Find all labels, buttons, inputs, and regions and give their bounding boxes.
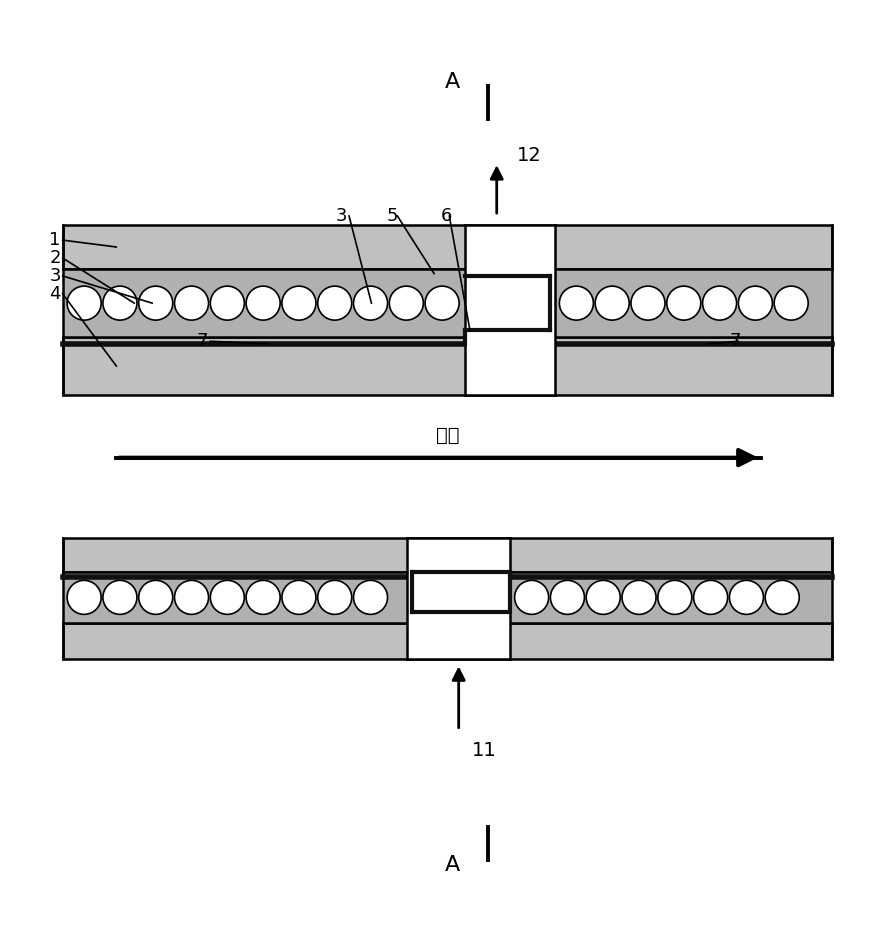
Text: 2: 2 [49,249,61,267]
Circle shape [246,580,280,614]
Circle shape [657,580,691,614]
Circle shape [210,580,244,614]
Circle shape [353,286,387,320]
Circle shape [729,580,763,614]
Circle shape [738,286,772,320]
Circle shape [174,286,208,320]
Circle shape [773,286,807,320]
Bar [63,572,407,623]
Text: A: A [443,71,460,91]
Text: 6: 6 [440,207,451,225]
Text: 11: 11 [472,742,496,760]
Bar [554,269,831,338]
Text: 物料: 物料 [435,426,459,445]
Circle shape [666,286,700,320]
Bar [465,224,554,395]
Circle shape [282,286,316,320]
Bar [510,572,831,623]
Circle shape [67,580,101,614]
Bar [63,224,831,269]
Text: 12: 12 [516,146,541,165]
Text: 3: 3 [335,207,347,225]
Circle shape [559,286,593,320]
Circle shape [139,580,173,614]
Circle shape [353,580,387,614]
Circle shape [702,286,736,320]
Circle shape [317,580,351,614]
Text: 5: 5 [386,207,398,225]
Text: 4: 4 [49,284,61,302]
Circle shape [550,580,584,614]
Text: 3: 3 [49,267,61,285]
Text: 7: 7 [197,332,208,350]
Bar [63,623,831,659]
Circle shape [425,286,459,320]
Circle shape [764,580,798,614]
Bar [407,538,510,659]
Circle shape [67,286,101,320]
Circle shape [586,580,620,614]
Text: 7: 7 [729,332,740,350]
Circle shape [174,580,208,614]
Circle shape [282,580,316,614]
Circle shape [693,580,727,614]
Circle shape [103,286,137,320]
Bar [63,538,831,572]
Text: A: A [443,855,460,875]
Circle shape [246,286,280,320]
Circle shape [389,286,423,320]
Circle shape [210,286,244,320]
Circle shape [103,580,137,614]
Circle shape [139,286,173,320]
Bar [63,338,831,395]
Circle shape [630,286,664,320]
Text: 1: 1 [49,231,61,249]
Circle shape [317,286,351,320]
Bar [63,269,465,338]
Circle shape [514,580,548,614]
Circle shape [621,580,655,614]
Circle shape [595,286,628,320]
